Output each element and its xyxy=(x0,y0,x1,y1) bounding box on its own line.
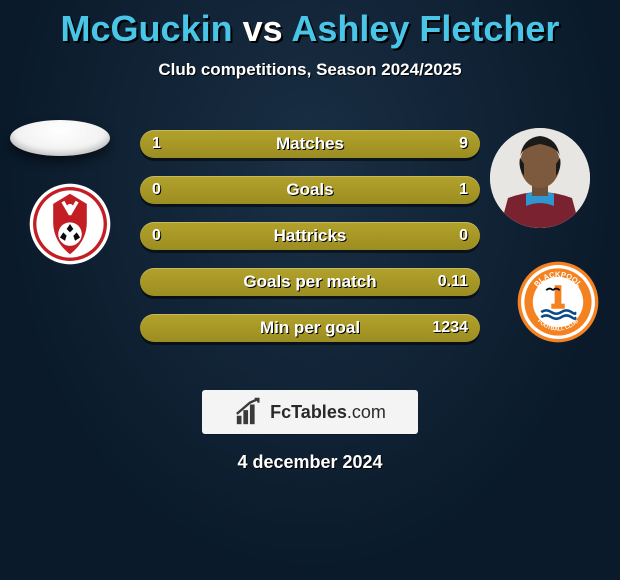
stat-right-value: 0.11 xyxy=(426,268,480,296)
fctables-watermark: FcTables.com xyxy=(202,390,418,434)
blackpool-icon: BLACKPOOL FOOTBALL CLUB xyxy=(516,260,600,344)
comparison-title: McGuckin vs Ashley Fletcher xyxy=(0,0,620,50)
player1-avatar xyxy=(10,120,110,156)
stat-right-value: 1 xyxy=(447,176,480,204)
stat-bars: 1 Matches 9 0 Goals 1 0 Hattricks 0 Goal… xyxy=(140,130,480,360)
stat-row: 1 Matches 9 xyxy=(140,130,480,158)
brand-text: FcTables xyxy=(270,402,347,422)
vs-text: vs xyxy=(243,8,283,49)
stat-row: 0 Hattricks 0 xyxy=(140,222,480,250)
subtitle: Club competitions, Season 2024/2025 xyxy=(0,60,620,80)
player2-name: Ashley Fletcher xyxy=(291,8,559,49)
player1-club-badge xyxy=(28,182,112,266)
player2-avatar xyxy=(490,128,590,228)
brand-tld: .com xyxy=(347,402,386,422)
date-text: 4 december 2024 xyxy=(0,452,620,473)
comparison-stage: 1 Matches 9 0 Goals 1 0 Hattricks 0 Goal… xyxy=(0,120,620,370)
stat-row: 0 Goals 1 xyxy=(140,176,480,204)
stat-right-value: 1234 xyxy=(420,314,480,342)
stat-right-value: 0 xyxy=(447,222,480,250)
player1-name: McGuckin xyxy=(61,8,233,49)
stat-row: Goals per match 0.11 xyxy=(140,268,480,296)
stat-label: Matches xyxy=(140,130,480,158)
rotherham-icon xyxy=(28,182,112,266)
fctables-brand: FcTables.com xyxy=(270,402,386,423)
player-photo-icon xyxy=(490,128,590,228)
player2-club-badge: BLACKPOOL FOOTBALL CLUB xyxy=(516,260,600,344)
stat-row: Min per goal 1234 xyxy=(140,314,480,342)
fctables-icon xyxy=(234,397,264,427)
stat-label: Hattricks xyxy=(140,222,480,250)
stat-right-value: 9 xyxy=(447,130,480,158)
stat-label: Goals xyxy=(140,176,480,204)
